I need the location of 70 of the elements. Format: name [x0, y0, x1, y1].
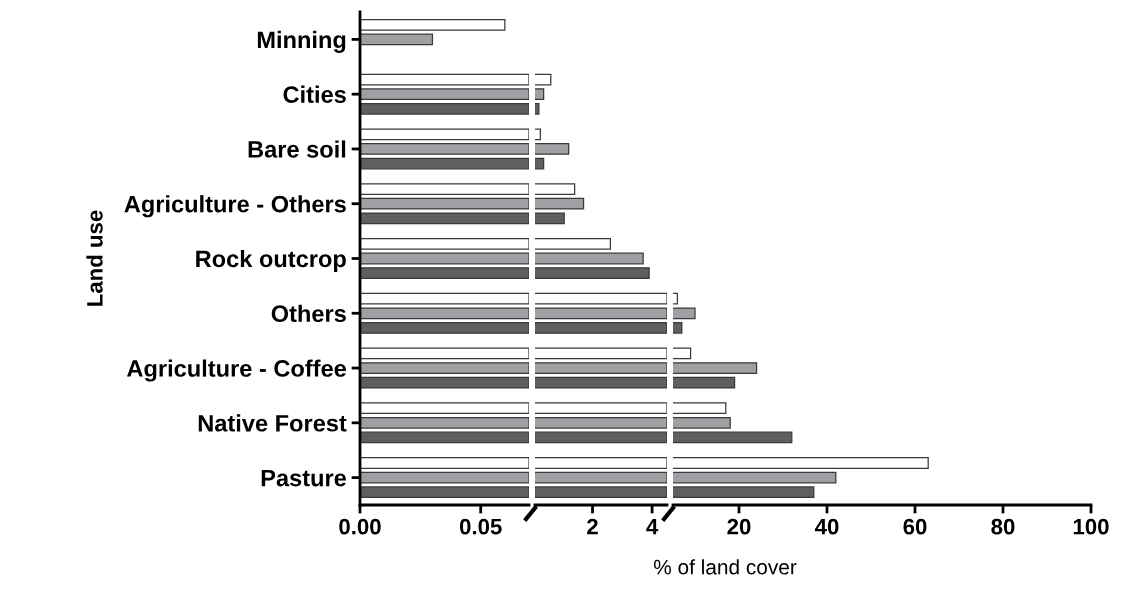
bar: [535, 416, 667, 429]
bar: [535, 322, 667, 334]
bar: [360, 347, 529, 360]
bar: [535, 88, 545, 101]
bar: [360, 431, 529, 444]
x-tick-label: 0.00: [339, 518, 381, 535]
bar: [535, 347, 667, 360]
bar: [360, 471, 529, 484]
x-tick-label: 60: [903, 518, 927, 535]
bar: [535, 252, 644, 265]
y-tick-label: Cities: [283, 85, 346, 103]
y-tick-label: Pasture: [261, 469, 346, 487]
bar: [360, 183, 529, 195]
x-tick-label: 0.05: [459, 518, 502, 535]
bar: [360, 402, 529, 415]
bar: [360, 252, 529, 265]
bar: [535, 212, 565, 225]
bar: [360, 33, 434, 46]
bar: [535, 307, 667, 320]
bar: [360, 486, 529, 499]
bar: [360, 143, 529, 155]
y-tick-label: Bare soil: [248, 140, 346, 158]
bar: [360, 238, 529, 250]
bar: [360, 88, 529, 101]
x-tick-label: 2: [587, 518, 598, 535]
bar: [360, 18, 506, 31]
bar: [360, 457, 529, 469]
bar: [535, 157, 545, 170]
x-tick-label: 4: [646, 519, 659, 535]
y-tick-label: Others: [271, 304, 346, 323]
bar: [535, 128, 541, 141]
bar: [535, 267, 650, 279]
bar: [360, 73, 529, 86]
bar: [535, 197, 585, 210]
bar: [360, 212, 529, 225]
bar: [360, 292, 529, 305]
bar: [360, 197, 529, 210]
bar: [535, 471, 667, 484]
x-tick-label: 100: [1073, 518, 1109, 535]
bar: [535, 102, 540, 115]
y-tick-label: Agriculture - Others: [124, 195, 346, 218]
bar: [535, 431, 667, 444]
bar: [535, 292, 667, 305]
y-tick-label: Agriculture - Coffee: [127, 359, 347, 382]
bar: [535, 238, 612, 250]
bar: [535, 362, 667, 374]
bar: [535, 376, 667, 389]
bar: [535, 457, 667, 469]
bar: [360, 376, 529, 389]
bar: [360, 322, 529, 334]
y-tick-label: Native Forest: [198, 414, 347, 432]
bar: [360, 157, 529, 170]
bar: [360, 416, 529, 429]
y-axis-title: Land use: [86, 210, 103, 306]
bar: [535, 402, 667, 415]
x-tick-label: 40: [814, 518, 839, 535]
bar: [535, 183, 576, 195]
x-axis-title: % of land cover: [653, 559, 797, 575]
bar: [360, 267, 529, 279]
bar: [360, 102, 529, 115]
bar: [360, 307, 529, 320]
bar: [535, 73, 552, 86]
x-tick-label: 80: [991, 518, 1015, 535]
bar: [360, 128, 529, 141]
y-tick-label: Minning: [257, 30, 346, 53]
bar: [535, 486, 667, 499]
bar: [360, 362, 529, 374]
bar: [535, 143, 570, 155]
y-tick-label: Rock outcrop: [196, 249, 346, 272]
x-tick-label: 20: [727, 518, 751, 535]
